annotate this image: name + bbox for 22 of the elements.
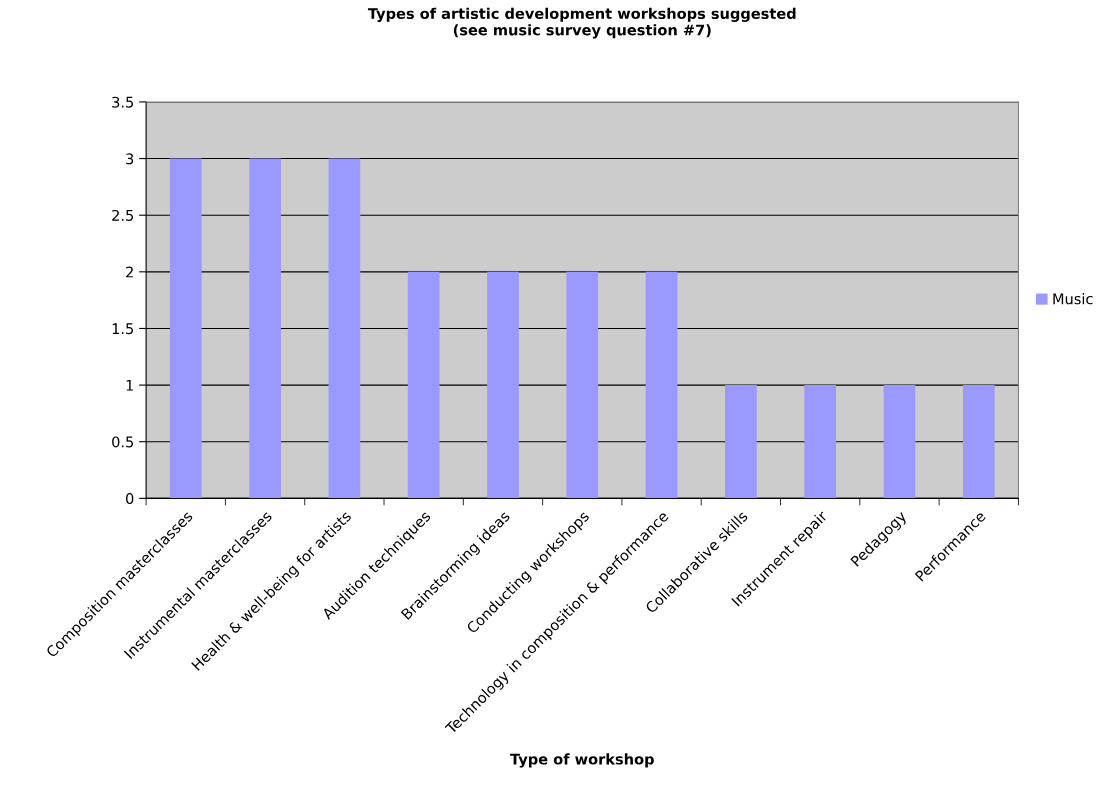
y-tick-label: 2.5 (112, 209, 134, 221)
y-tick-label: 3 (126, 153, 134, 165)
bar (407, 271, 440, 499)
chart-title: Types of artistic development workshops suggested (see music survey question #7) (367, 7, 796, 39)
y-tick-label: 1.5 (112, 323, 134, 335)
bar (487, 271, 519, 499)
bar (249, 158, 281, 499)
bar (169, 158, 202, 499)
x-axis-title: Type of workshop (510, 753, 654, 768)
legend-label: Music (1053, 293, 1093, 305)
bar (962, 385, 995, 499)
y-tick-label: 0.5 (112, 436, 134, 448)
bar (566, 271, 599, 499)
bar (883, 385, 916, 499)
y-tick-label: 2 (126, 266, 133, 278)
bar (328, 158, 361, 499)
y-tick-label: 3.5 (112, 96, 134, 108)
y-tick-label: 1 (126, 379, 133, 391)
bar (645, 271, 678, 499)
bar (725, 385, 757, 499)
bar (804, 385, 837, 499)
y-tick-label: 0 (126, 493, 134, 505)
